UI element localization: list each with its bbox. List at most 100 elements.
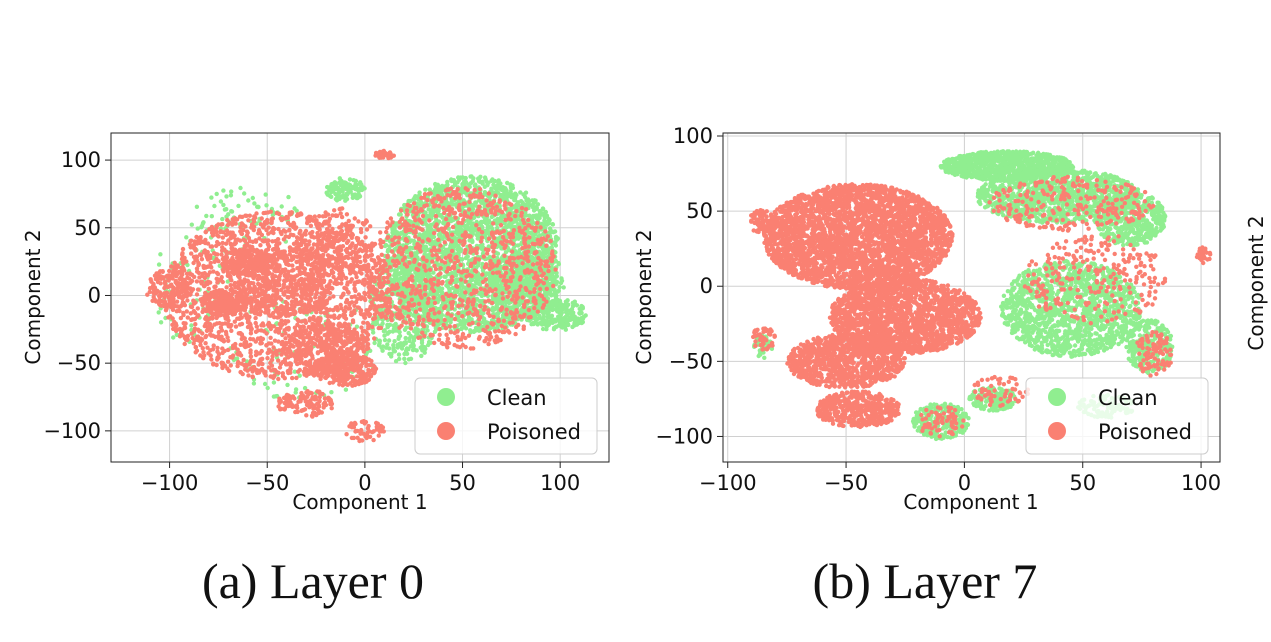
- point-poisoned: [195, 314, 200, 319]
- point-clean: [553, 240, 558, 245]
- point-clean: [486, 180, 491, 185]
- point-clean: [383, 243, 388, 249]
- point-clean: [540, 247, 546, 252]
- point-clean: [527, 276, 532, 281]
- point-clean: [517, 302, 522, 307]
- point-clean: [468, 174, 473, 179]
- point-clean: [509, 193, 514, 198]
- point-clean: [521, 192, 526, 197]
- point-clean: [459, 319, 464, 324]
- point-clean: [343, 198, 348, 203]
- point-clean: [553, 297, 559, 303]
- point-clean: [557, 284, 562, 290]
- point-clean: [574, 303, 580, 308]
- point-clean: [413, 194, 418, 199]
- point-clean: [509, 221, 515, 226]
- point-clean: [580, 304, 585, 310]
- point-clean: [473, 182, 478, 187]
- point-clean: [226, 212, 231, 217]
- point-clean: [357, 187, 362, 193]
- point-clean: [552, 229, 558, 234]
- point-clean: [549, 245, 554, 250]
- point-clean: [404, 269, 409, 274]
- point-clean: [540, 316, 546, 321]
- point-clean: [250, 195, 255, 201]
- point-clean: [474, 281, 480, 286]
- point-clean: [459, 326, 465, 331]
- point-clean: [158, 320, 164, 325]
- point-clean: [431, 270, 436, 275]
- point-clean: [449, 177, 454, 182]
- point-clean: [422, 348, 427, 353]
- point-clean: [466, 221, 471, 226]
- point-clean: [417, 278, 422, 283]
- point-clean: [403, 340, 408, 345]
- point-poisoned: [212, 284, 217, 290]
- point-clean: [488, 278, 493, 283]
- point-clean: [569, 314, 575, 320]
- point-clean: [512, 197, 517, 203]
- point-clean: [209, 214, 214, 219]
- point-clean: [526, 199, 532, 204]
- point-poisoned: [258, 243, 263, 248]
- point-clean: [484, 229, 489, 234]
- point-clean: [422, 232, 427, 237]
- point-clean: [499, 285, 504, 290]
- point-clean: [286, 194, 291, 200]
- point-clean: [403, 335, 408, 341]
- point-clean: [359, 183, 364, 189]
- point-clean: [543, 291, 548, 296]
- point-clean: [544, 327, 549, 332]
- point-clean: [415, 327, 420, 332]
- point-poisoned: [291, 221, 297, 227]
- point-poisoned: [250, 374, 255, 379]
- point-clean: [228, 193, 234, 198]
- point-poisoned: [367, 295, 373, 300]
- point-clean: [156, 310, 161, 315]
- point-clean: [563, 306, 569, 312]
- point-clean: [279, 204, 284, 209]
- point-clean: [402, 356, 407, 361]
- point-clean: [493, 282, 498, 288]
- point-clean: [194, 204, 200, 209]
- point-clean: [455, 231, 460, 237]
- point-poisoned: [248, 342, 253, 347]
- point-clean: [555, 289, 560, 294]
- point-poisoned: [216, 234, 221, 239]
- point-clean: [453, 236, 459, 241]
- point-poisoned: [200, 354, 205, 360]
- point-clean: [560, 325, 565, 330]
- point-clean: [255, 204, 261, 210]
- point-clean: [506, 300, 512, 306]
- point-clean: [264, 203, 269, 208]
- point-poisoned: [248, 331, 254, 336]
- point-poisoned: [361, 320, 366, 325]
- point-clean: [572, 321, 577, 326]
- point-clean: [340, 181, 345, 187]
- point-clean: [570, 324, 575, 330]
- point-clean: [565, 298, 570, 303]
- point-clean: [577, 311, 583, 316]
- point-clean: [171, 335, 176, 340]
- point-clean: [393, 325, 398, 331]
- point-clean: [426, 342, 431, 348]
- point-clean: [467, 203, 473, 208]
- point-clean: [396, 336, 401, 341]
- point-clean: [379, 345, 384, 350]
- point-clean: [500, 186, 505, 191]
- point-clean: [544, 320, 549, 325]
- point-poisoned: [279, 322, 284, 327]
- point-clean: [391, 225, 396, 230]
- point-poisoned: [345, 282, 350, 287]
- point-clean: [385, 342, 390, 347]
- point-clean: [333, 191, 338, 197]
- point-clean: [156, 262, 162, 267]
- point-clean: [343, 387, 349, 392]
- point-clean: [436, 208, 441, 214]
- point-clean: [468, 181, 474, 186]
- point-clean: [553, 319, 558, 324]
- point-clean: [204, 213, 209, 219]
- point-clean: [395, 272, 400, 277]
- point-clean: [423, 187, 428, 192]
